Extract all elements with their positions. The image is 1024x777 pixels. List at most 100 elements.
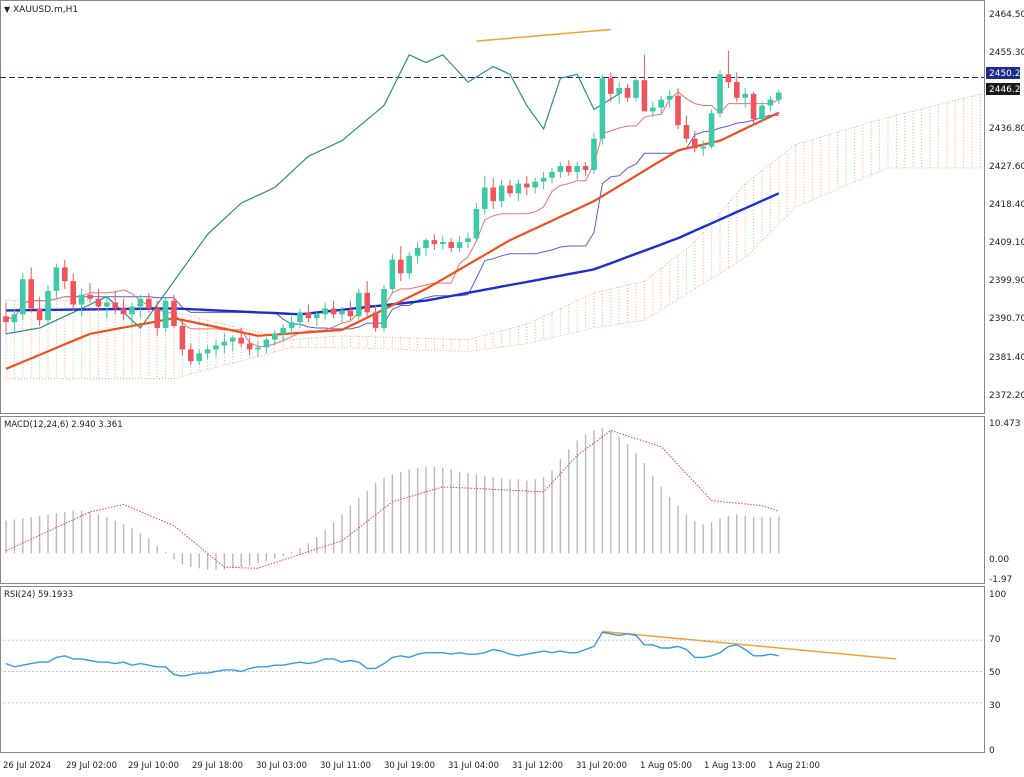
macd-signal-line xyxy=(5,429,779,569)
bear-candle xyxy=(675,95,681,126)
chikou-line xyxy=(5,54,620,335)
bear-candle xyxy=(490,187,496,202)
bull-candle xyxy=(213,345,219,350)
bull-candle xyxy=(196,353,202,362)
time-tick-label: 1 Aug 21:00 xyxy=(768,761,820,771)
rsi-line xyxy=(5,631,779,677)
bear-candle xyxy=(95,298,102,307)
bull-candle xyxy=(658,99,664,108)
rsi-tick-label: 70 xyxy=(989,635,1001,645)
macd-panel-frame xyxy=(0,416,985,584)
price-tick-label: 2418.40 xyxy=(989,200,1024,210)
bull-candle xyxy=(45,290,51,321)
rsi-trendline xyxy=(602,630,897,660)
bear-candle xyxy=(238,337,244,344)
time-tick-label: 26 Jul 2024 xyxy=(3,761,51,771)
price-tick-label: 2436.80 xyxy=(989,124,1024,134)
macd-label: MACD(12,24,6) 2.940 3.361 xyxy=(4,420,123,430)
bull-candle xyxy=(616,87,622,94)
bull-candle xyxy=(532,181,538,188)
bull-candle xyxy=(20,279,26,315)
chart-title: XAUUSD.m,H1 xyxy=(13,5,78,15)
bull-candle xyxy=(633,80,639,98)
bull-candle xyxy=(465,238,471,243)
bear-candle xyxy=(372,312,379,328)
time-tick-label: 31 Jul 04:00 xyxy=(448,761,499,771)
bull-candle xyxy=(230,337,236,342)
macd-indicator xyxy=(5,427,780,570)
price-tick-label: 2464.50 xyxy=(989,10,1024,20)
bear-candle xyxy=(582,166,589,170)
time-tick-label: 29 Jul 02:00 xyxy=(66,761,117,771)
bull-candle xyxy=(540,177,547,182)
rsi-tick-label: 0 xyxy=(989,746,995,756)
time-tick-label: 1 Aug 13:00 xyxy=(704,761,756,771)
bull-candle xyxy=(11,314,18,323)
bull-candle xyxy=(414,247,421,256)
macd-tick-label: 0.00 xyxy=(989,555,1009,565)
rsi-indicator xyxy=(0,631,984,704)
bull-candle xyxy=(314,314,320,319)
chart-title-arrow: ▼ xyxy=(4,5,11,14)
bull-candle xyxy=(280,327,286,334)
rsi-tick-label: 100 xyxy=(989,590,1006,600)
bear-candle xyxy=(524,183,530,188)
time-tick-label: 30 Jul 03:00 xyxy=(256,761,307,771)
bull-candle xyxy=(759,105,765,120)
bull-candle xyxy=(272,333,278,340)
rsi-panel-frame xyxy=(0,586,985,753)
bull-candle xyxy=(574,166,580,172)
bear-candle xyxy=(154,308,160,328)
price-trendline xyxy=(476,28,611,42)
bear-candle xyxy=(70,281,76,305)
bull-candle xyxy=(700,146,706,149)
time-tick-label: 30 Jul 11:00 xyxy=(320,761,371,771)
bull-candle xyxy=(129,306,135,315)
fast-ma-line xyxy=(5,111,780,370)
bear-candle xyxy=(112,302,118,309)
bull-candle xyxy=(288,322,295,328)
bull-candle xyxy=(498,185,505,202)
price-tick-label: 2390.70 xyxy=(989,314,1024,324)
bear-candle xyxy=(641,80,648,112)
bull-candle xyxy=(356,292,362,317)
cloud-span-b xyxy=(6,167,998,380)
bull-candle xyxy=(767,99,774,106)
time-tick-label: 31 Jul 20:00 xyxy=(576,761,627,771)
bull-candle xyxy=(322,308,328,315)
price-axis: 2464.50 2455.30 2436.80 2427.60 2418.40 … xyxy=(989,10,1024,401)
bear-candle xyxy=(692,138,698,149)
price-tick-label: 2381.40 xyxy=(989,353,1024,363)
bull-candle xyxy=(482,187,488,209)
time-tick-label: 30 Jul 19:00 xyxy=(384,761,435,771)
bull-candle xyxy=(104,302,110,307)
bull-candle xyxy=(339,310,345,315)
price-tick-label: 2427.60 xyxy=(989,162,1024,172)
macd-tick-label: 10.473 xyxy=(989,419,1021,429)
price-tick-label: 2455.30 xyxy=(989,48,1024,58)
price-panel-frame xyxy=(0,0,985,414)
trendlines xyxy=(476,28,897,660)
bull-candle xyxy=(204,349,211,354)
bull-candle xyxy=(389,259,396,289)
bear-candle xyxy=(683,125,690,139)
bull-candle xyxy=(549,171,555,178)
bear-candle xyxy=(608,78,614,94)
bull-candle xyxy=(78,294,85,305)
bull-candle xyxy=(650,107,656,112)
price-tick-label: 2409.10 xyxy=(989,238,1024,248)
bull-candle xyxy=(776,92,782,100)
bear-candle xyxy=(246,343,253,350)
bear-candle xyxy=(120,308,127,315)
bear-candle xyxy=(305,312,312,319)
bull-candle xyxy=(255,347,261,350)
bull-candle xyxy=(297,312,303,323)
level-price-badge xyxy=(986,67,1020,79)
bull-candle xyxy=(406,255,412,274)
bear-candle xyxy=(36,308,43,321)
bull-candle xyxy=(423,240,429,248)
bear-candle xyxy=(725,74,732,83)
time-tick-label: 29 Jul 18:00 xyxy=(192,761,243,771)
bear-candle xyxy=(87,294,93,299)
